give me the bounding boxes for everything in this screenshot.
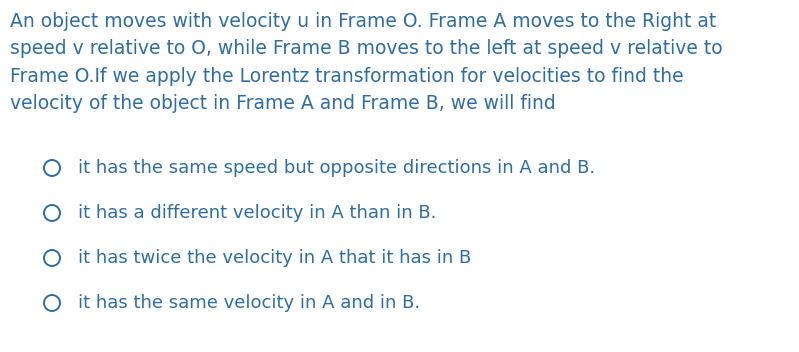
Text: An object moves with velocity u in Frame O. Frame A moves to the Right at
speed : An object moves with velocity u in Frame… (10, 12, 722, 113)
Text: it has twice the velocity in A that it has in B: it has twice the velocity in A that it h… (78, 249, 471, 267)
Text: it has the same speed but opposite directions in A and B.: it has the same speed but opposite direc… (78, 159, 595, 177)
Text: it has a different velocity in A than in B.: it has a different velocity in A than in… (78, 204, 436, 222)
Text: it has the same velocity in A and in B.: it has the same velocity in A and in B. (78, 294, 420, 312)
